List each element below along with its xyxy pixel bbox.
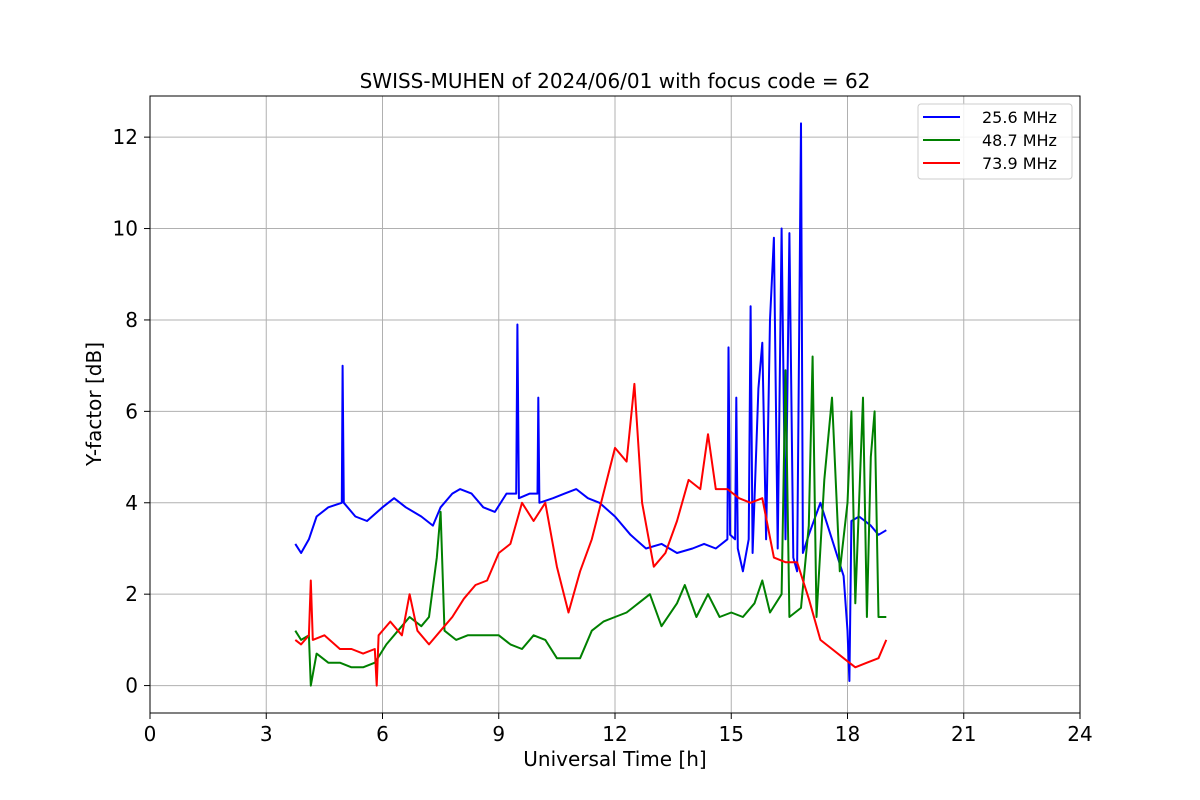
series-line-2 [294, 382, 888, 687]
x-tick-label: 0 [144, 722, 157, 746]
legend-frame [917, 103, 1073, 180]
x-tick-label: 6 [376, 722, 389, 746]
series-line-0 [294, 122, 887, 682]
x-tick-label: 24 [1067, 722, 1092, 746]
x-tick-label: 18 [835, 722, 860, 746]
y-tick-label: 0 [125, 674, 138, 698]
legend-label-0: 25.6 MHz [982, 108, 1057, 127]
chart-title: SWISS-MUHEN of 2024/06/01 with focus cod… [360, 69, 871, 93]
y-tick-label: 6 [125, 399, 138, 423]
series-line-1 [294, 355, 887, 687]
x-axis-ticks: 0 3 6 9 12 15 18 21 24 [144, 713, 1093, 746]
series-lines [294, 122, 888, 687]
y-tick-label: 12 [113, 125, 138, 149]
legend: 25.6 MHz 48.7 MHz 73.9 MHz [917, 103, 1073, 180]
x-axis-label: Universal Time [h] [523, 747, 706, 771]
x-tick-label: 9 [492, 722, 505, 746]
y-tick-label: 10 [113, 217, 138, 241]
x-tick-label: 3 [260, 722, 273, 746]
x-tick-label: 21 [951, 722, 976, 746]
y-axis-ticks: 0 2 4 6 8 10 12 [113, 125, 150, 698]
legend-label-1: 48.7 MHz [982, 131, 1057, 150]
y-tick-label: 8 [125, 308, 138, 332]
legend-label-2: 73.9 MHz [982, 154, 1057, 173]
x-tick-label: 12 [602, 722, 627, 746]
y-tick-label: 2 [125, 582, 138, 606]
y-tick-label: 4 [125, 491, 138, 515]
x-tick-label: 15 [719, 722, 744, 746]
y-axis-label: Y-factor [dB] [82, 342, 106, 467]
